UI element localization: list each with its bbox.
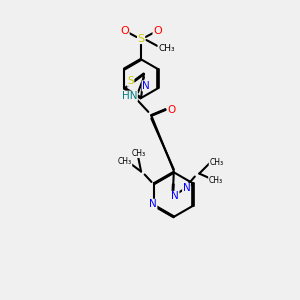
Text: S: S [137,34,145,44]
Text: HN: HN [122,91,137,101]
Text: CH₃: CH₃ [132,148,146,158]
Text: O: O [120,26,129,36]
Text: S: S [127,76,134,86]
Text: N: N [183,183,190,194]
Text: N: N [149,199,157,209]
Text: N: N [171,191,179,201]
Text: CH₃: CH₃ [118,157,132,166]
Text: N: N [142,81,150,91]
Text: CH₃: CH₃ [208,176,223,184]
Text: O: O [153,26,162,36]
Text: CH₃: CH₃ [158,44,175,53]
Text: CH₃: CH₃ [209,158,223,167]
Text: O: O [167,104,175,115]
